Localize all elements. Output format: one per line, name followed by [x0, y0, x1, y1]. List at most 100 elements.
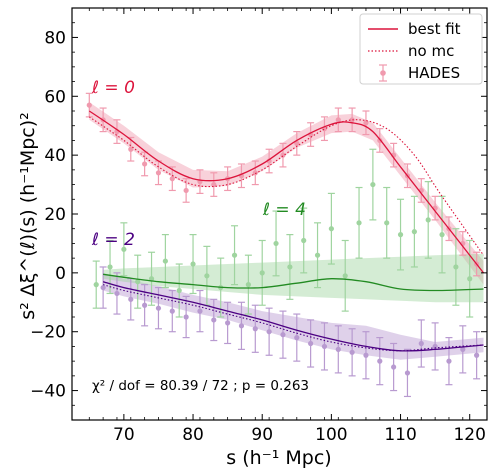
no-mc-line-l2: [102, 284, 484, 352]
data-point-l0: [86, 102, 92, 108]
data-point-l2: [225, 320, 231, 326]
legend-box: [359, 13, 483, 85]
data-point-l4: [107, 264, 113, 270]
data-point-l4: [148, 276, 155, 282]
data-point-l4: [467, 276, 473, 282]
data-point-l2: [432, 343, 438, 350]
data-point-l2: [418, 340, 424, 347]
data-point-l2: [114, 290, 120, 297]
data-point-l4: [370, 181, 376, 188]
annotation-l2: ℓ = 2: [91, 230, 135, 250]
y-tick-label: 0: [55, 264, 66, 284]
x-tick-label: 80: [182, 425, 204, 445]
data-point-l0: [211, 181, 217, 188]
data-point-l0: [169, 176, 175, 182]
data-point-l2: [349, 349, 355, 355]
band-l4: [103, 253, 484, 303]
data-point-l0: [183, 187, 189, 194]
data-point-l2: [460, 346, 466, 352]
data-point-l2: [266, 329, 272, 335]
data-point-l4: [190, 261, 196, 267]
y-tick-label: −40: [30, 382, 66, 402]
y-tick-label: 40: [44, 146, 66, 166]
data-point-l2: [169, 308, 175, 314]
data-point-l0: [142, 161, 148, 167]
data-point-l4: [287, 264, 293, 270]
data-point-l4: [259, 270, 265, 276]
data-point-l4: [93, 282, 99, 288]
band-l0: [89, 102, 484, 285]
data-point-l2: [474, 352, 480, 358]
data-point-l4: [245, 282, 251, 288]
data-point-l0: [266, 158, 272, 164]
data-point-l4: [453, 264, 459, 270]
y-tick-label: 80: [44, 28, 66, 48]
data-point-l0: [128, 146, 134, 152]
data-point-l4: [342, 273, 348, 279]
y-tick-label: −20: [30, 323, 66, 343]
data-point-l4: [301, 237, 307, 244]
x-tick-label: 100: [315, 425, 347, 445]
data-point-l0: [335, 117, 341, 123]
data-point-l4: [204, 273, 210, 279]
annotation-l4: ℓ = 4: [262, 200, 306, 220]
y-tick-label: 20: [44, 205, 66, 225]
data-point-l2: [391, 364, 397, 370]
data-point-l2: [183, 314, 189, 320]
best-fit-line-l2: [102, 281, 484, 352]
x-tick-label: 90: [251, 425, 273, 445]
best-fit-line-l4: [103, 273, 484, 292]
data-point-l2: [404, 370, 411, 376]
data-point-l0: [280, 152, 286, 158]
no-mc-line-l0: [88, 116, 484, 256]
data-point-l4: [328, 226, 334, 232]
data-point-l2: [100, 284, 106, 291]
data-point-l2: [238, 323, 245, 329]
data-points: [86, 102, 480, 376]
data-point-l4: [384, 220, 390, 226]
data-point-l4: [162, 258, 168, 264]
data-point-l2: [446, 358, 452, 364]
data-point-l2: [211, 317, 217, 323]
annotation-l0: ℓ = 0: [91, 78, 135, 98]
y-tick-label: 60: [44, 87, 66, 107]
data-point-l4: [411, 229, 417, 235]
x-tick-label: 120: [453, 425, 485, 445]
data-point-l0: [363, 120, 369, 126]
data-point-l4: [397, 232, 404, 238]
data-point-l2: [252, 326, 258, 332]
data-point-l0: [349, 117, 355, 123]
data-point-l0: [294, 140, 300, 146]
data-point-l2: [294, 335, 300, 341]
x-tick-label: 110: [384, 425, 416, 445]
model-lines: [88, 110, 485, 352]
data-point-l4: [273, 240, 279, 247]
x-axis-label: s (h⁻¹ Mpc): [226, 447, 331, 469]
data-point-l0: [252, 170, 258, 176]
data-point-l4: [425, 217, 431, 223]
y-axis-label: s² Δξ^(ℓ)(s) (h⁻¹Mpc)²: [17, 112, 39, 320]
data-point-l2: [128, 296, 134, 302]
data-point-l2: [142, 302, 148, 308]
data-point-l0: [155, 170, 162, 176]
data-point-l4: [176, 287, 182, 294]
data-point-l2: [363, 352, 369, 358]
error-bands: [89, 102, 484, 360]
data-point-l4: [356, 220, 362, 226]
best-fit-line-l0: [88, 110, 485, 274]
data-point-l4: [314, 252, 321, 258]
data-point-l4: [439, 232, 445, 238]
data-point-l2: [197, 308, 203, 314]
data-point-l2: [308, 340, 314, 347]
annotation-stats: χ² / dof = 80.39 / 72 ; p = 0.263: [92, 378, 309, 394]
x-tick-label: 70: [113, 425, 135, 445]
data-point-l2: [377, 358, 383, 364]
data-point-l4: [121, 246, 127, 252]
legend-entry-label: best fit: [408, 20, 461, 38]
data-point-l2: [335, 346, 341, 352]
ticks: 70 80 90 100 110 120 −40 −20 0 20 40 60 80: [30, 8, 487, 445]
legend-entry-label: HADES: [408, 64, 460, 82]
data-point-l2: [155, 305, 162, 311]
data-point-l4: [231, 252, 238, 258]
